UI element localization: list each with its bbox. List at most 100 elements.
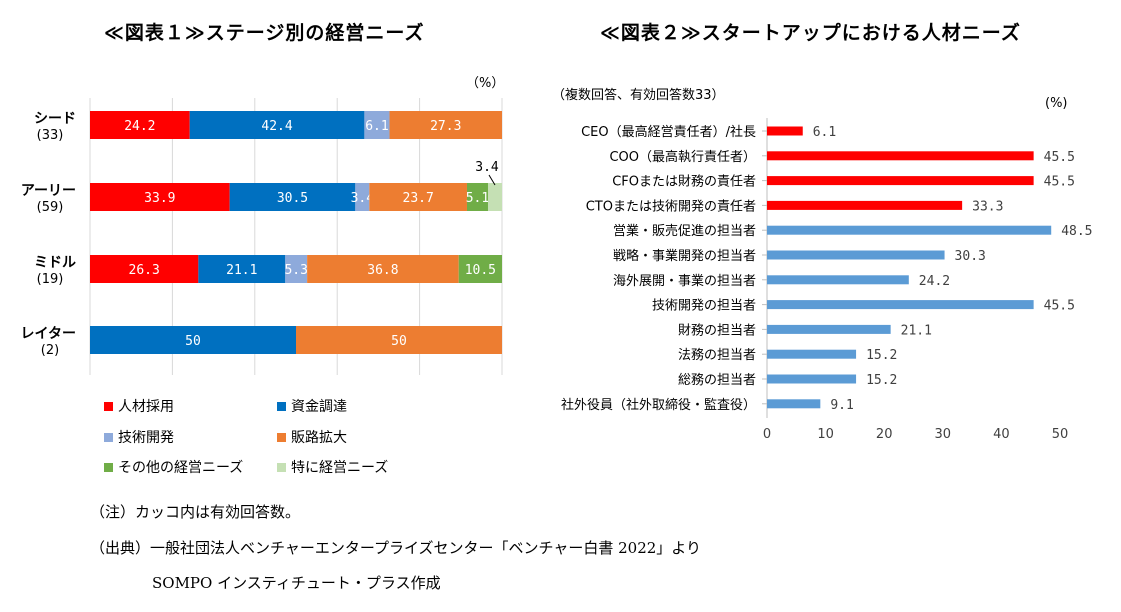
x-tick-label: 20 xyxy=(876,427,893,442)
bar-segment xyxy=(189,111,365,139)
data-label: 5.3 xyxy=(284,263,307,278)
bar xyxy=(767,349,857,359)
legend-item: 人材採用 xyxy=(104,396,174,416)
legend-item: 資金調達 xyxy=(277,396,347,416)
category-count-label: (59) xyxy=(37,200,64,215)
category-label: CFOまたは財務の責任者 xyxy=(612,175,756,190)
chart1-stacked-bar-chart: シード(33) 24.2 42.4 6.1 27.3 アーリー(59) 33.9 30.5 3.… xyxy=(21,98,503,375)
bar xyxy=(767,324,891,334)
legend-label: 資金調達 xyxy=(291,399,347,415)
bar-segment xyxy=(458,255,502,283)
bar-segment xyxy=(296,326,502,354)
data-label: 33.3 xyxy=(972,199,1003,214)
data-label: 48.5 xyxy=(1061,224,1092,239)
legend-swatch xyxy=(277,401,286,411)
bar-segment xyxy=(90,111,190,139)
note-text: （注）カッコ内は有効回答数。 xyxy=(90,503,301,521)
leader-line xyxy=(488,174,496,186)
data-label: 26.3 xyxy=(129,263,160,278)
data-label: 15.2 xyxy=(866,348,897,363)
category-label: 財務の担当者 xyxy=(678,323,756,338)
data-label: 5.1 xyxy=(466,191,489,206)
category-label: COO（最高執行責任者） xyxy=(609,149,756,165)
data-label: 6.1 xyxy=(365,119,388,134)
chart2-unit-label: (%) xyxy=(1045,96,1068,111)
data-label: 23.7 xyxy=(403,191,434,206)
data-label: 3.4 xyxy=(475,160,499,175)
chart2-title: ≪図表２≫スタートアップにおける人材ニーズ xyxy=(600,22,1021,44)
bar-segment xyxy=(229,183,356,211)
x-tick-label: 0 xyxy=(763,427,771,442)
bar xyxy=(767,176,1034,186)
category-label: シード xyxy=(34,111,76,127)
bar-segment xyxy=(487,183,502,211)
author-text: SOMPO インスティチュート・プラス作成 xyxy=(152,574,441,592)
legend-label: その他の経営ニーズ xyxy=(118,460,244,476)
legend-label: 販路拡大 xyxy=(291,430,347,446)
data-label: 27.3 xyxy=(430,119,461,134)
category-count-label: (2) xyxy=(41,343,59,358)
legend-item: その他の経営ニーズ xyxy=(104,457,243,477)
bar xyxy=(767,250,945,260)
bar-segment xyxy=(307,255,459,283)
data-label: 21.1 xyxy=(901,323,932,338)
legend-label: 技術開発 xyxy=(118,430,174,446)
bar-segment xyxy=(389,111,502,139)
legend-item: 特に経営ニーズ xyxy=(277,457,388,477)
bar-segment xyxy=(355,183,370,211)
data-label: 15.2 xyxy=(866,373,897,388)
category-label: 総務の担当者 xyxy=(678,373,756,388)
x-tick-label: 10 xyxy=(817,427,834,442)
data-label: 50 xyxy=(391,334,407,349)
data-label: 45.5 xyxy=(1044,175,1075,190)
category-label: 社外役員（社外取締役・監査役） xyxy=(561,397,756,413)
category-count-label: (19) xyxy=(37,272,64,287)
data-label: 30.3 xyxy=(955,249,986,264)
bar xyxy=(767,151,1034,161)
bar-segment xyxy=(90,255,199,283)
category-label: レイター xyxy=(21,326,76,342)
category-label: CTOまたは技術開発の責任者 xyxy=(586,199,756,214)
data-label: 45.5 xyxy=(1044,150,1075,165)
x-tick-label: 50 xyxy=(1052,427,1069,442)
legend-swatch xyxy=(104,432,113,442)
bar-segment xyxy=(198,255,286,283)
bar-segment xyxy=(364,111,390,139)
bar-segment xyxy=(285,255,308,283)
legend-swatch xyxy=(277,432,286,442)
bar xyxy=(767,126,803,136)
data-label: 3.4 xyxy=(351,191,375,206)
data-label: 9.1 xyxy=(830,398,853,413)
data-label: 24.2 xyxy=(919,274,950,289)
bar xyxy=(767,225,1052,235)
category-label: 技術開発の担当者 xyxy=(652,299,756,314)
x-tick-label: 30 xyxy=(935,427,952,442)
legend-swatch xyxy=(104,401,113,411)
category-label: 海外展開・事業の担当者 xyxy=(613,273,756,289)
source-text: （出典）一般社団法人ベンチャーエンタープライズセンター「ベンチャー白書 2022… xyxy=(90,539,701,557)
bar xyxy=(767,374,857,384)
chart1-unit-label: （%） xyxy=(466,76,505,91)
category-label: アーリー xyxy=(21,183,76,199)
data-label: 10.5 xyxy=(465,263,496,278)
bar-segment xyxy=(369,183,467,211)
bar xyxy=(767,200,963,210)
legend-swatch xyxy=(277,462,286,472)
data-label: 45.5 xyxy=(1044,299,1075,314)
category-label: ミドル xyxy=(34,255,76,271)
data-label: 30.5 xyxy=(277,191,308,206)
data-label: 24.2 xyxy=(124,119,155,134)
category-label: 戦略・事業開発の担当者 xyxy=(613,248,756,264)
chart1-title: ≪図表１≫ステージ別の経営ニーズ xyxy=(104,22,425,44)
data-label: 21.1 xyxy=(226,263,257,278)
chart2-respondent-note: （複数回答、有効回答数33） xyxy=(552,88,725,103)
data-label: 33.9 xyxy=(144,191,175,206)
legend-label: 特に経営ニーズ xyxy=(291,460,389,476)
x-tick-label: 40 xyxy=(993,427,1010,442)
chart2-bar-chart: CEO（最高経営責任者）/社長 6.1 COO（最高執行責任者） 45.5 CFOまたは… xyxy=(561,118,1093,442)
legend-item: 販路拡大 xyxy=(277,427,347,447)
category-label: CEO（最高経営責任者）/社長 xyxy=(581,124,756,140)
data-label: 42.4 xyxy=(261,119,292,134)
bar xyxy=(767,300,1034,310)
legend-label: 人材採用 xyxy=(118,399,174,415)
